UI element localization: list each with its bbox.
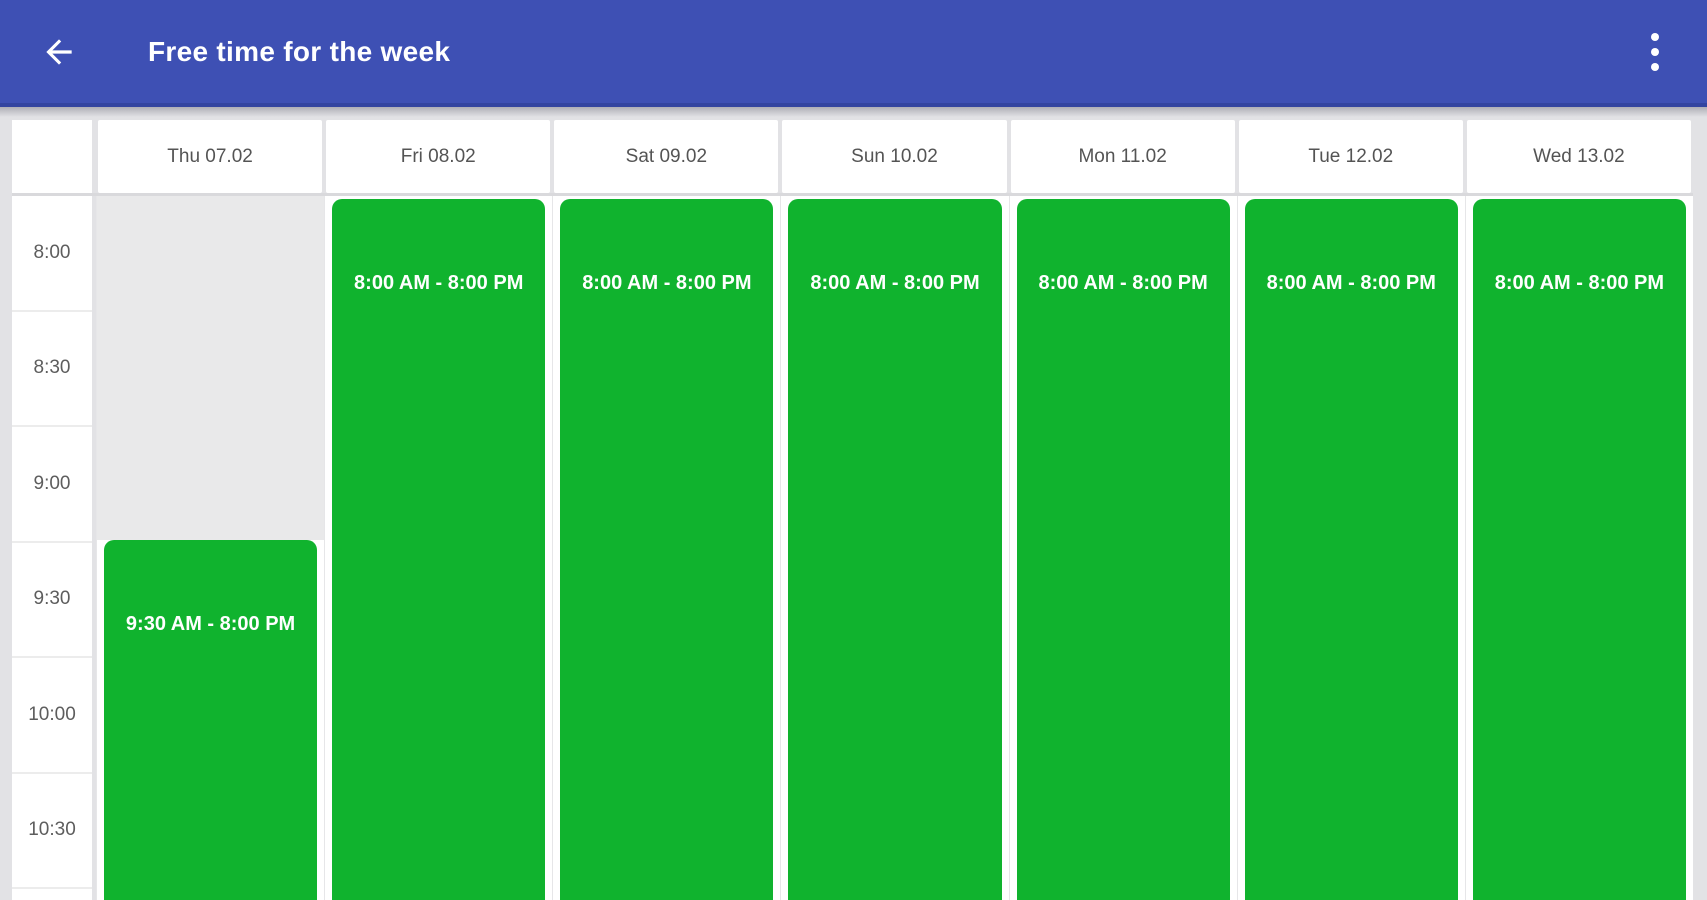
time-label: 8:30 bbox=[33, 357, 71, 379]
day-header-label: Wed 13.02 bbox=[1533, 145, 1625, 167]
day-header-cell: Tue 12.02 bbox=[1237, 120, 1465, 193]
event-time-range-label: 8:00 AM - 8:00 PM bbox=[354, 272, 524, 294]
time-row: 10:00 bbox=[12, 658, 92, 774]
event-time-range-label: 8:00 AM - 8:00 PM bbox=[810, 272, 980, 294]
kebab-menu-icon bbox=[1651, 29, 1659, 74]
day-header-label: Sun 10.02 bbox=[851, 145, 938, 167]
day-header-cell-inner: Sun 10.02 bbox=[782, 120, 1007, 193]
event-time-range-label: 8:00 AM - 8:00 PM bbox=[582, 272, 752, 294]
time-label: 10:30 bbox=[28, 819, 76, 841]
day-header-label: Thu 07.02 bbox=[167, 145, 253, 167]
day-header-cell: Sun 10.02 bbox=[780, 120, 1008, 193]
time-label: 9:30 bbox=[33, 588, 71, 610]
day-column: 9:30 AM - 8:00 PM bbox=[96, 196, 325, 900]
time-column-header-cell bbox=[12, 120, 96, 193]
free-time-event[interactable]: 9:30 AM - 8:00 PM bbox=[104, 540, 318, 900]
day-header-cell-inner: Sat 09.02 bbox=[554, 120, 779, 193]
day-header-cell-inner: Fri 08.02 bbox=[326, 120, 551, 193]
page-title: Free time for the week bbox=[148, 35, 451, 67]
week-calendar: Thu 07.02 Fri 08.02 Sat 09.02 Sun 10.02 Mon … bbox=[12, 120, 1693, 900]
day-header-label: Fri 08.02 bbox=[400, 145, 476, 167]
day-column: 8:00 AM - 8:00 PM bbox=[552, 196, 781, 900]
free-time-event[interactable]: 8:00 AM - 8:00 PM bbox=[560, 199, 774, 900]
time-row bbox=[12, 889, 92, 900]
free-time-event[interactable]: 8:00 AM - 8:00 PM bbox=[1472, 199, 1686, 900]
day-column: 8:00 AM - 8:00 PM bbox=[1008, 196, 1237, 900]
event-time-range-label: 8:00 AM - 8:00 PM bbox=[1266, 272, 1436, 294]
arrow-left-icon bbox=[40, 33, 78, 71]
free-time-event[interactable]: 8:00 AM - 8:00 PM bbox=[788, 199, 1002, 900]
time-label: 10:00 bbox=[28, 703, 76, 725]
time-row: 10:30 bbox=[12, 774, 92, 889]
day-column: 8:00 AM - 8:00 PM bbox=[1236, 196, 1465, 900]
day-header-cell: Fri 08.02 bbox=[324, 120, 552, 193]
day-column: 8:00 AM - 8:00 PM bbox=[324, 196, 553, 900]
day-header-cell-inner: Thu 07.02 bbox=[98, 120, 323, 193]
time-label: 9:00 bbox=[33, 472, 71, 494]
day-header-cell: Thu 07.02 bbox=[96, 120, 324, 193]
day-header-cell-inner: Tue 12.02 bbox=[1238, 120, 1463, 193]
time-row: 9:30 bbox=[12, 543, 92, 658]
free-time-event[interactable]: 8:00 AM - 8:00 PM bbox=[332, 199, 546, 900]
day-header-label: Mon 11.02 bbox=[1078, 145, 1167, 167]
time-column: 8:00 8:30 9:00 9:30 10:00 10:30 bbox=[12, 196, 96, 900]
day-header-label: Sat 09.02 bbox=[625, 145, 708, 167]
day-header-cell: Wed 13.02 bbox=[1465, 120, 1693, 193]
free-time-event[interactable]: 8:00 AM - 8:00 PM bbox=[1016, 199, 1230, 900]
calendar-body: 8:00 8:30 9:00 9:30 10:00 10:30 9:30 AM - 8:0… bbox=[12, 193, 1693, 900]
day-header-cell: Mon 11.02 bbox=[1009, 120, 1237, 193]
day-header-label: Tue 12.02 bbox=[1308, 145, 1394, 167]
app-bar: Free time for the week bbox=[0, 0, 1707, 107]
day-header-row: Thu 07.02 Fri 08.02 Sat 09.02 Sun 10.02 Mon … bbox=[12, 120, 1693, 193]
event-time-range-label: 9:30 AM - 8:00 PM bbox=[125, 613, 296, 635]
event-time-range-label: 8:00 AM - 8:00 PM bbox=[1038, 272, 1208, 294]
time-row: 8:30 bbox=[12, 312, 92, 427]
busy-block bbox=[97, 196, 325, 540]
time-label: 8:00 bbox=[33, 241, 71, 263]
day-column: 8:00 AM - 8:00 PM bbox=[780, 196, 1009, 900]
back-button[interactable] bbox=[40, 33, 78, 71]
day-header-cell-inner: Mon 11.02 bbox=[1010, 120, 1235, 193]
overflow-menu-button[interactable] bbox=[1635, 28, 1675, 76]
free-time-event[interactable]: 8:00 AM - 8:00 PM bbox=[1244, 199, 1458, 900]
day-header-cell: Sat 09.02 bbox=[552, 120, 780, 193]
event-time-range-label: 8:00 AM - 8:00 PM bbox=[1494, 272, 1665, 294]
appbar-shadow bbox=[0, 107, 1707, 117]
day-header-cell-inner: Wed 13.02 bbox=[1466, 120, 1691, 193]
time-row: 8:00 bbox=[12, 196, 92, 312]
day-column: 8:00 AM - 8:00 PM bbox=[1464, 196, 1693, 900]
time-row: 9:00 bbox=[12, 427, 92, 543]
